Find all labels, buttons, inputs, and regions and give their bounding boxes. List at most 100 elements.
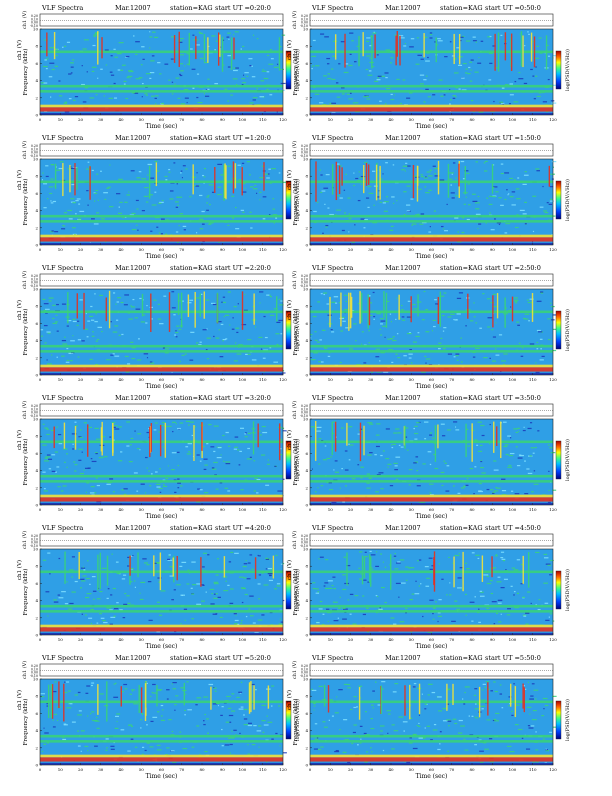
noise-cell [208, 203, 211, 206]
noise-cell [114, 355, 120, 357]
noise-cell [48, 300, 52, 302]
noise-cell [486, 582, 492, 585]
frequency-band [40, 440, 283, 444]
noise-cell [162, 485, 168, 488]
noise-cell [270, 296, 272, 298]
panel-start-ut: start UT =2:20:0 [215, 264, 271, 272]
noise-cell [276, 111, 278, 113]
sferic-streak [494, 33, 496, 71]
ch-label: ch1 (V) [21, 661, 28, 679]
spectrogram-background [310, 29, 553, 115]
noise-cell [453, 72, 459, 74]
noise-cell [527, 301, 532, 304]
sferic-streak [67, 292, 69, 324]
noise-cell [222, 39, 225, 41]
noise-cell [395, 318, 397, 321]
noise-cell [182, 225, 187, 228]
noise-cell [333, 296, 339, 298]
sferic-streak [76, 167, 78, 190]
noise-cell [408, 332, 411, 334]
noise-cell [527, 472, 533, 475]
noise-cell [429, 568, 433, 570]
y-tick-label: 0 [305, 243, 308, 248]
x-tick-label: 30 [98, 637, 104, 642]
noise-cell [422, 463, 426, 465]
noise-cell [545, 110, 549, 113]
noise-cell [130, 305, 132, 307]
noise-cell [152, 716, 158, 718]
noise-cell [252, 97, 258, 99]
noise-cell [241, 587, 246, 590]
noise-cell [203, 720, 205, 722]
noise-cell [380, 454, 383, 457]
noise-cell [446, 719, 451, 721]
x-tick-label: 120 [549, 377, 557, 382]
noise-cell [400, 432, 402, 434]
noise-cell [311, 689, 317, 692]
x-tick-label: 30 [368, 637, 374, 642]
noise-cell [168, 718, 172, 721]
noise-cell [491, 567, 497, 569]
noise-cell [83, 469, 85, 471]
sferic-streak [329, 296, 331, 328]
noise-cell [429, 37, 433, 39]
noise-cell [472, 40, 477, 42]
x-tick-label: 80 [199, 117, 205, 122]
noise-cell [222, 460, 225, 462]
noise-cell [103, 95, 105, 97]
noise-cell [159, 468, 161, 470]
noise-cell [517, 728, 523, 731]
noise-cell [266, 71, 270, 73]
noise-cell [251, 744, 256, 746]
noise-cell [509, 452, 515, 455]
noise-cell [175, 206, 179, 208]
noise-cell [56, 719, 59, 722]
noise-cell [113, 696, 119, 698]
noise-cell [489, 761, 494, 763]
noise-cell [517, 592, 520, 595]
noise-cell [103, 456, 108, 458]
noise-cell [245, 432, 247, 434]
sferic-streak [379, 165, 381, 200]
noise-cell [311, 468, 314, 470]
noise-cell [178, 328, 182, 331]
noise-cell [156, 170, 160, 172]
noise-cell [343, 608, 348, 610]
noise-cell [437, 612, 441, 614]
noise-cell [410, 190, 412, 192]
noise-cell [387, 463, 392, 465]
noise-cell [533, 98, 536, 100]
noise-cell [111, 553, 113, 555]
noise-cell [439, 743, 441, 745]
noise-cell [82, 48, 87, 50]
noise-cell [420, 583, 422, 585]
noise-cell [203, 723, 206, 726]
noise-cell [382, 749, 385, 752]
noise-cell [100, 218, 105, 220]
noise-cell [532, 313, 535, 315]
noise-cell [70, 66, 74, 68]
noise-cell [367, 581, 371, 583]
waveform-frame [309, 663, 554, 677]
noise-cell [420, 58, 424, 60]
noise-cell [203, 458, 208, 460]
ch-tick: 0.00 [301, 21, 308, 25]
noise-cell [504, 232, 508, 234]
noise-cell [94, 427, 100, 429]
noise-cell [178, 41, 183, 43]
noise-cell [359, 176, 363, 179]
noise-cell [418, 714, 421, 716]
noise-cell [161, 199, 164, 202]
noise-cell [217, 446, 222, 449]
sferic-streak [383, 291, 385, 318]
x-tick-label: 20 [78, 507, 84, 512]
noise-cell [510, 585, 513, 587]
noise-cell [90, 319, 95, 321]
noise-cell [478, 111, 484, 113]
panel-title: VLF Spectra [311, 524, 353, 532]
noise-cell [234, 436, 239, 438]
noise-cell [432, 437, 435, 439]
frequency-band [40, 107, 283, 112]
noise-cell [208, 423, 212, 426]
noise-cell [279, 448, 282, 450]
